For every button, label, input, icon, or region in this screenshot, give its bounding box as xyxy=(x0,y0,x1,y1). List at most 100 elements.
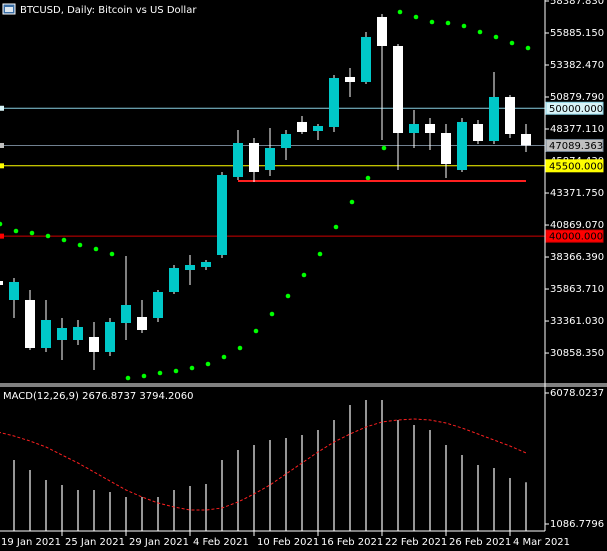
candle-body xyxy=(57,328,67,340)
macd-title: MACD(12,26,9) 2676.8737 3794.2060 xyxy=(3,391,193,402)
level-marker xyxy=(0,233,4,239)
level-marker xyxy=(0,105,4,111)
y-tick-label: 40869.070 xyxy=(550,220,604,231)
x-tick-label: 4 Feb 2021 xyxy=(193,537,249,548)
macd-panel xyxy=(0,400,527,531)
sar-dot xyxy=(29,230,35,236)
candle-body xyxy=(137,316,147,330)
signal-line xyxy=(0,418,527,511)
sar-dot xyxy=(125,375,131,381)
x-tick-label: 4 Mar 2021 xyxy=(513,537,570,548)
y-tick-label: 6078.0237 xyxy=(550,388,604,399)
y-tick-label: 58387.830 xyxy=(550,0,604,7)
sar-dot xyxy=(189,365,195,371)
candle-body xyxy=(233,143,243,177)
sar-dot xyxy=(141,373,147,379)
sar-dot xyxy=(429,19,435,25)
candle-body xyxy=(41,319,51,349)
candle-body xyxy=(249,143,259,172)
candle-body xyxy=(185,264,195,270)
candle-body xyxy=(313,125,323,131)
sar-dot xyxy=(253,328,259,334)
y-tick-label: 35863.710 xyxy=(550,284,604,295)
sar-dot xyxy=(77,242,83,248)
level-label: 50000.000 xyxy=(549,104,603,115)
y-tick-label: 43371.750 xyxy=(550,188,604,199)
sar-dot xyxy=(509,40,515,46)
y-tick-label: 55885.150 xyxy=(550,28,604,39)
candle-body xyxy=(281,134,291,149)
candle-body xyxy=(121,304,131,324)
sar-dot xyxy=(301,272,307,278)
candle-body xyxy=(25,299,35,349)
sar-dot xyxy=(413,14,419,20)
candle-body xyxy=(201,261,211,267)
candle-body xyxy=(345,76,355,82)
sar-dot xyxy=(173,368,179,374)
chart-header: BTCUSD, Daily: Bitcoin vs US Dollar xyxy=(2,3,197,16)
candle-body xyxy=(297,121,307,132)
symbol-icon xyxy=(5,7,13,12)
candle-body xyxy=(441,133,451,165)
candle-body xyxy=(409,124,419,134)
level-marker xyxy=(0,142,4,148)
sar-dot xyxy=(285,293,291,299)
y-tick-label: 38366.390 xyxy=(550,252,604,263)
candle-body xyxy=(9,281,19,300)
level-box xyxy=(545,101,604,115)
candle-body xyxy=(0,280,3,285)
x-tick-label: 10 Feb 2021 xyxy=(257,537,319,548)
candle-body xyxy=(425,124,435,134)
candle-body xyxy=(89,336,99,352)
candle-body xyxy=(457,121,467,170)
level-label: 45500.000 xyxy=(549,161,603,172)
x-tick-label: 29 Jan 2021 xyxy=(129,537,189,548)
candle-body xyxy=(169,268,179,292)
y-tick-label: 30858.350 xyxy=(550,348,604,359)
sar-dot xyxy=(109,251,115,257)
sar-dot xyxy=(349,199,355,205)
sar-dot xyxy=(205,361,211,367)
x-tick-label: 25 Jan 2021 xyxy=(65,537,125,548)
sar-dot xyxy=(493,34,499,40)
level-label: 40000.000 xyxy=(549,232,603,243)
sar-dot xyxy=(61,237,67,243)
sar-dot xyxy=(157,370,163,376)
sar-dot xyxy=(237,345,243,351)
y-tick-label: 53382.470 xyxy=(550,60,604,71)
candle-body xyxy=(361,36,371,82)
price-panel xyxy=(0,9,545,381)
sar-dot xyxy=(0,221,3,227)
candle-body xyxy=(73,326,83,340)
level-box xyxy=(545,138,604,152)
candle-body xyxy=(489,96,499,141)
sar-dot xyxy=(477,29,483,35)
candle-body xyxy=(153,291,163,319)
candle-body xyxy=(377,16,387,46)
x-tick-label: 16 Feb 2021 xyxy=(321,537,383,548)
candle-body xyxy=(521,134,531,146)
sar-dot xyxy=(461,23,467,29)
x-tick-label: 22 Feb 2021 xyxy=(385,537,447,548)
sar-dot xyxy=(525,45,531,51)
sar-dot xyxy=(397,9,403,15)
candle-body xyxy=(217,174,227,255)
y-tick-label: 1086.7796 xyxy=(550,519,604,530)
y-tick-label: 48377.110 xyxy=(550,124,604,135)
candle-body xyxy=(105,321,115,352)
level-label: 47089.363 xyxy=(549,141,603,152)
sar-dot xyxy=(333,224,339,230)
x-tick-label: 26 Feb 2021 xyxy=(449,537,511,548)
sar-dot xyxy=(221,354,227,360)
sar-dot xyxy=(381,145,387,151)
level-marker xyxy=(0,163,4,169)
candle-body xyxy=(265,148,275,170)
sar-dot xyxy=(45,233,51,239)
sar-dot xyxy=(93,246,99,252)
y-tick-label: 33361.030 xyxy=(550,316,604,327)
x-tick-label: 19 Jan 2021 xyxy=(1,537,61,548)
sar-dot xyxy=(317,251,323,257)
sar-dot xyxy=(269,311,275,317)
